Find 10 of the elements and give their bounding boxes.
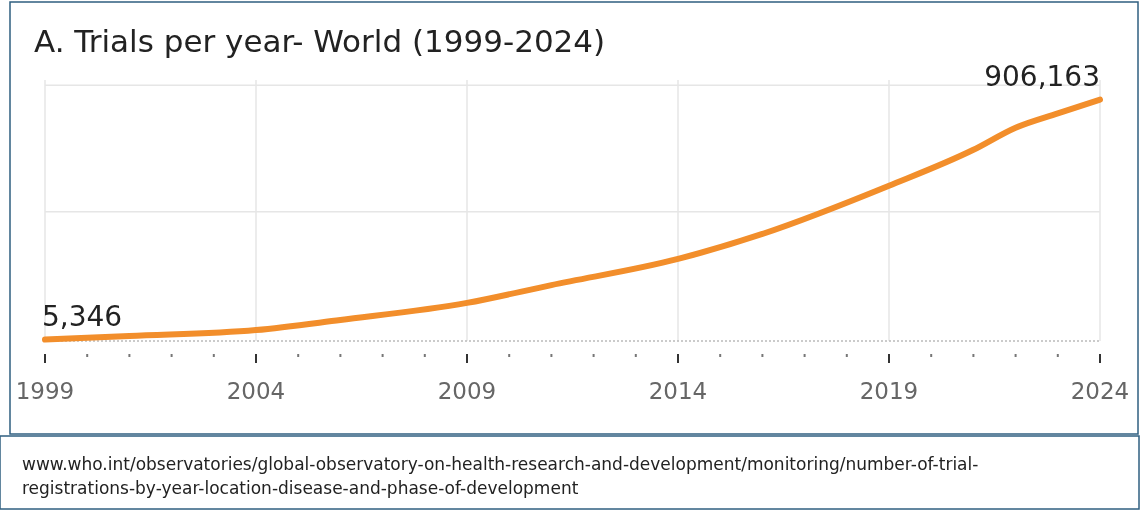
data-label: 906,163 <box>984 59 1100 93</box>
x-tick-label: 2014 <box>648 378 708 404</box>
chart-title: A. Trials per year- World (1999-2024) <box>34 23 606 59</box>
x-tick-label: 2019 <box>859 378 919 404</box>
x-tick-label: 2009 <box>437 378 497 404</box>
x-tick-label: 2024 <box>1070 378 1130 404</box>
x-tick-label: 2004 <box>226 378 286 404</box>
data-label: 5,346 <box>42 299 123 333</box>
text: www.who.int/observatories/global-observatory-on-health-research-and-development/monitoring/number-of-trial-registrations-by-year-location-disease-and-phase-of-development <box>22 454 979 498</box>
x-tick-label: 1999 <box>15 378 75 404</box>
